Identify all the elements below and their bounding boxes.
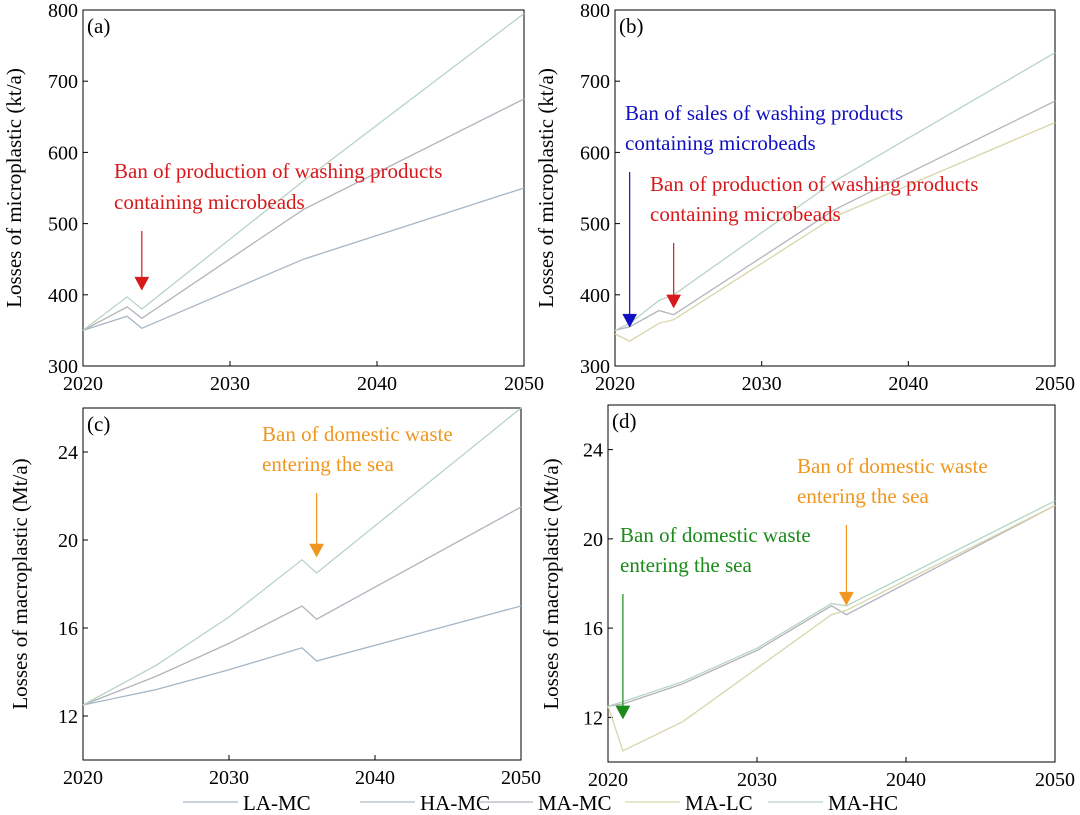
x-tick-label: 2030 (742, 373, 782, 395)
y-tick-label: 12 (58, 706, 78, 728)
legend-label: MA-HC (828, 791, 898, 815)
y-tick-label: 300 (580, 356, 610, 378)
annotation-arrow-head (838, 591, 854, 606)
panel-label: (a) (87, 14, 110, 38)
legend-label: MA-MC (538, 791, 612, 815)
series-line-MA-LC (607, 504, 1056, 752)
x-tick-label: 2040 (355, 767, 395, 789)
annotation-line: containing microbeads (650, 202, 841, 226)
x-tick-label: 2050 (501, 767, 541, 789)
y-tick-label: 700 (48, 71, 78, 93)
legend-label: MA-LC (685, 791, 753, 815)
y-tick-label: 700 (580, 71, 610, 93)
annotation-line: Ban of production of washing products (114, 159, 442, 183)
y-axis-label: Losses of macroplastic (Mt/a) (539, 458, 563, 709)
annotation-line: Ban of production of washing products (650, 172, 978, 196)
annotation-arrow-head (666, 294, 682, 309)
y-axis-label: Losses of macroplastic (Mt/a) (8, 458, 32, 709)
x-tick-label: 2030 (209, 767, 249, 789)
annotation-text: Ban of sales of washing products containi… (625, 101, 903, 155)
annotation-line: entering the sea (262, 452, 394, 476)
series-line-MA-MC (614, 100, 1056, 332)
panel-b: 300 400 500 600 700 800 2020 2030 2040 2050 Losses… (534, 0, 1075, 395)
series-line-MA-MC (82, 98, 525, 331)
y-tick-label: 24 (583, 440, 603, 462)
x-tick-label: 2040 (357, 373, 397, 395)
annotation-arrow-head (309, 543, 325, 558)
x-tick-label: 2030 (737, 769, 777, 791)
x-tick-label: 2020 (588, 769, 628, 791)
x-tick-label: 2050 (1035, 373, 1075, 395)
x-tick-label: 2020 (63, 373, 103, 395)
legend: LA-MC HA-MC MA-MC MA-LC MA-HC (183, 791, 898, 815)
annotation-text: Ban of domestic waste entering the sea (620, 523, 811, 577)
series-line-MA-MC (82, 506, 522, 706)
y-tick-label: 16 (58, 618, 78, 640)
annotation-line: containing microbeads (114, 190, 305, 214)
annotation-line: Ban of sales of washing products (625, 101, 903, 125)
annotation-line: entering the sea (797, 484, 929, 508)
y-tick-label: 400 (580, 285, 610, 307)
panel-label: (c) (87, 412, 110, 436)
annotation-arrow-head (622, 313, 638, 328)
annotation-text: Ban of domestic waste entering the sea (262, 422, 453, 476)
annotation-line: entering the sea (620, 553, 752, 577)
y-tick-label: 600 (580, 142, 610, 164)
y-axis-label: Losses of microplastic (kt/a) (2, 68, 26, 308)
panel-d: 12 16 20 24 2020 2030 2040 2050 Losses of macrop… (539, 404, 1075, 791)
y-axis-label: Losses of microplastic (kt/a) (534, 68, 558, 308)
legend-label: HA-MC (420, 791, 490, 815)
series-line-MA-LC (614, 121, 1056, 342)
y-tick-label: 16 (583, 618, 603, 640)
annotation-text: Ban of production of washing products con… (114, 159, 442, 214)
y-tick-label: 500 (580, 214, 610, 236)
series-line-LA-MC (82, 187, 525, 332)
plot-frame (607, 404, 1056, 763)
y-tick-label: 12 (583, 707, 603, 729)
panel-label: (d) (612, 409, 637, 433)
x-tick-label: 2040 (886, 769, 926, 791)
annotation-text: Ban of production of washing products con… (650, 172, 978, 226)
y-tick-label: 300 (48, 356, 78, 378)
annotation-line: Ban of domestic waste (262, 422, 453, 446)
annotation-line: Ban of domestic waste (620, 523, 811, 547)
x-tick-label: 2050 (504, 373, 544, 395)
annotation-arrow-head (134, 276, 150, 291)
y-tick-label: 800 (48, 0, 78, 22)
annotation-arrow-head (615, 705, 631, 720)
panel-a: 300 400 500 600 700 800 2020 2030 2040 2050 Losses… (2, 0, 544, 395)
panel-label: (b) (619, 14, 644, 38)
series-line-LA-MC (82, 605, 522, 706)
annotation-text: Ban of domestic waste entering the sea (797, 454, 988, 508)
y-tick-label: 500 (48, 214, 78, 236)
y-tick-label: 24 (58, 442, 78, 464)
plot-frame (82, 407, 522, 761)
series-line-MA-HC (614, 52, 1056, 331)
y-tick-label: 600 (48, 142, 78, 164)
plot-frame (614, 9, 1056, 367)
x-tick-label: 2050 (1035, 769, 1075, 791)
x-tick-label: 2030 (210, 373, 250, 395)
x-tick-label: 2020 (595, 373, 635, 395)
annotation-line: containing microbeads (625, 131, 816, 155)
y-tick-label: 20 (58, 530, 78, 552)
legend-label: LA-MC (243, 791, 311, 815)
panel-c: 12 16 20 24 2020 2030 2040 2050 Losses of macrop… (8, 407, 541, 789)
y-tick-label: 800 (580, 0, 610, 22)
x-tick-label: 2040 (888, 373, 928, 395)
series-line-MA-HC (82, 407, 522, 706)
y-tick-label: 400 (48, 285, 78, 307)
x-tick-label: 2020 (63, 767, 103, 789)
annotation-line: Ban of domestic waste (797, 454, 988, 478)
series-line-MA-HC (82, 13, 525, 331)
y-tick-label: 20 (583, 529, 603, 551)
